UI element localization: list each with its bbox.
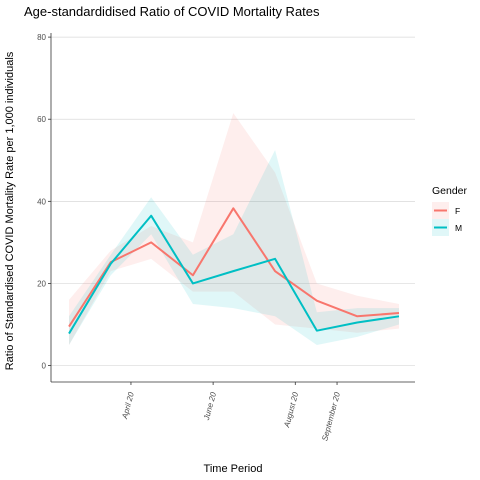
y-tick-label: 20 xyxy=(37,279,46,288)
confidence-ribbons xyxy=(69,113,399,346)
y-tick-label: 40 xyxy=(37,197,46,206)
x-tick-label: June 20 xyxy=(202,391,218,422)
x-tick-label: April 20 xyxy=(120,391,136,421)
x-axis-label: Time Period xyxy=(204,463,263,475)
legend-label-f: F xyxy=(455,206,460,216)
y-tick-label: 0 xyxy=(42,362,47,371)
ribbon-m xyxy=(69,150,399,346)
x-tick-label: September 20 xyxy=(320,391,342,442)
series-line-f xyxy=(68,207,400,328)
legend: Gender FM xyxy=(432,185,468,236)
y-tick-label: 80 xyxy=(37,33,46,42)
y-tick-label: 60 xyxy=(37,115,46,124)
x-tick-label: August 20 xyxy=(282,391,300,430)
series-line-m xyxy=(68,214,400,335)
legend-title: Gender xyxy=(432,185,468,197)
series-lines xyxy=(68,207,400,335)
chart-title: Age-standardidised Ratio of COVID Mortal… xyxy=(24,4,320,19)
ribbon-f xyxy=(69,113,399,346)
y-axis-label: Ratio of Standardised COVID Mortality Ra… xyxy=(4,51,16,370)
legend-label-m: M xyxy=(455,223,462,233)
plot-grid xyxy=(51,36,415,366)
